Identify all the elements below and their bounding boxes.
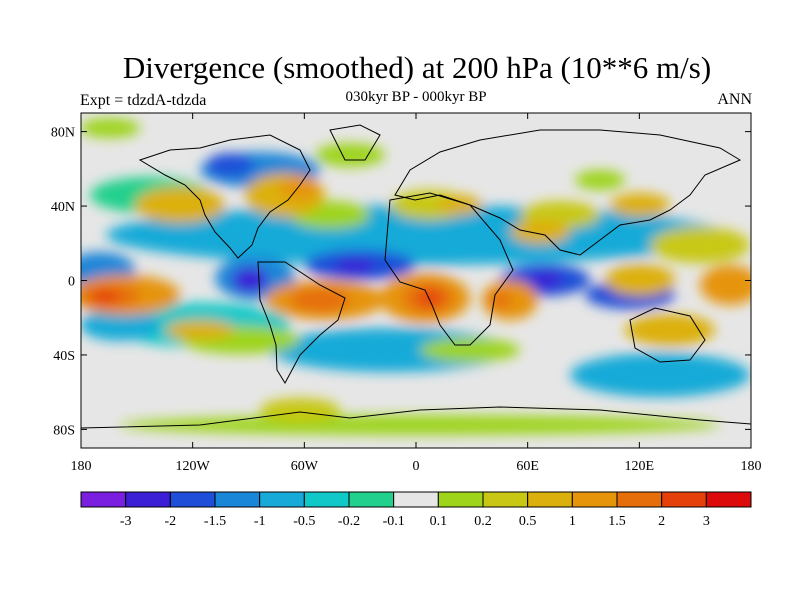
y-tick-label: 40S	[53, 349, 75, 364]
colorbar-label: -0.2	[338, 514, 360, 529]
x-tick-label: 60W	[291, 459, 319, 474]
colorbar-label: 2	[658, 514, 665, 529]
africa-coast	[384, 192, 514, 346]
colorbar-swatch	[705, 491, 752, 508]
coastlines	[81, 124, 751, 429]
north-america-coast	[138, 134, 311, 259]
colorbar-label: 0.5	[519, 514, 537, 529]
season-label: ANN	[717, 91, 752, 108]
x-tick-label: 0	[413, 459, 420, 474]
colorbar-swatch	[393, 491, 439, 508]
x-tick-label: 180	[71, 459, 92, 474]
colorbar-swatch	[259, 491, 305, 508]
colorbar-swatch	[303, 491, 350, 508]
plot-area	[80, 112, 752, 449]
colorbar-label: -1.5	[204, 514, 226, 529]
colorbar-label: -2	[164, 514, 176, 529]
x-tick-label: 120E	[625, 459, 655, 474]
y-axis: 80N 40N 0 40S 80S	[51, 126, 751, 438]
x-tick-label: 60E	[516, 459, 539, 474]
chart-title: Divergence (smoothed) at 200 hPa (10**6 …	[122, 50, 712, 85]
y-tick-label: 80S	[53, 423, 75, 438]
y-tick-label: 40N	[51, 200, 75, 215]
colorbar-label: -3	[120, 514, 132, 529]
divergence-field	[81, 118, 751, 435]
colorbar: -3 -2 -1.5 -1 -0.5 -0.2 -0.1 0.1 0.2 0.5 1 1.5 2 3	[80, 491, 752, 529]
colorbar-label: 3	[703, 514, 710, 529]
colorbar-label: 0.2	[474, 514, 492, 529]
colorbar-swatch	[125, 491, 171, 508]
greenland-coast	[329, 124, 381, 161]
colorbar-swatch	[527, 491, 573, 508]
colorbar-swatch	[214, 491, 261, 508]
y-tick-label: 0	[68, 275, 75, 290]
colorbar-swatch	[348, 491, 395, 508]
colorbar-swatch	[80, 491, 127, 508]
colorbar-label: -1	[254, 514, 266, 529]
x-axis: 180 120W 60W 0 60E 120E 180	[71, 113, 762, 474]
colorbar-swatch	[661, 491, 707, 508]
colorbar-label: 1	[569, 514, 576, 529]
colorbar-swatch	[482, 491, 529, 508]
colorbar-swatch	[571, 491, 618, 508]
colorbar-label: 1.5	[608, 514, 626, 529]
colorbar-label: -0.1	[383, 514, 405, 529]
colorbar-swatch	[437, 491, 484, 508]
x-tick-label: 180	[741, 459, 762, 474]
south-america-coast	[257, 261, 346, 385]
australia-coast	[629, 307, 706, 363]
x-tick-label: 120W	[176, 459, 211, 474]
antarctica-coast	[81, 406, 751, 429]
experiment-label: Expt = tdzdA-tdzda	[80, 92, 207, 109]
colorbar-swatch	[616, 491, 663, 508]
eurasia-coast	[394, 129, 742, 256]
period-label: 030kyr BP - 000kyr BP	[345, 89, 487, 105]
colorbar-label: 0.1	[430, 514, 448, 529]
colorbar-label: -0.5	[293, 514, 315, 529]
colorbar-swatch	[169, 491, 216, 508]
y-tick-label: 80N	[51, 126, 75, 141]
